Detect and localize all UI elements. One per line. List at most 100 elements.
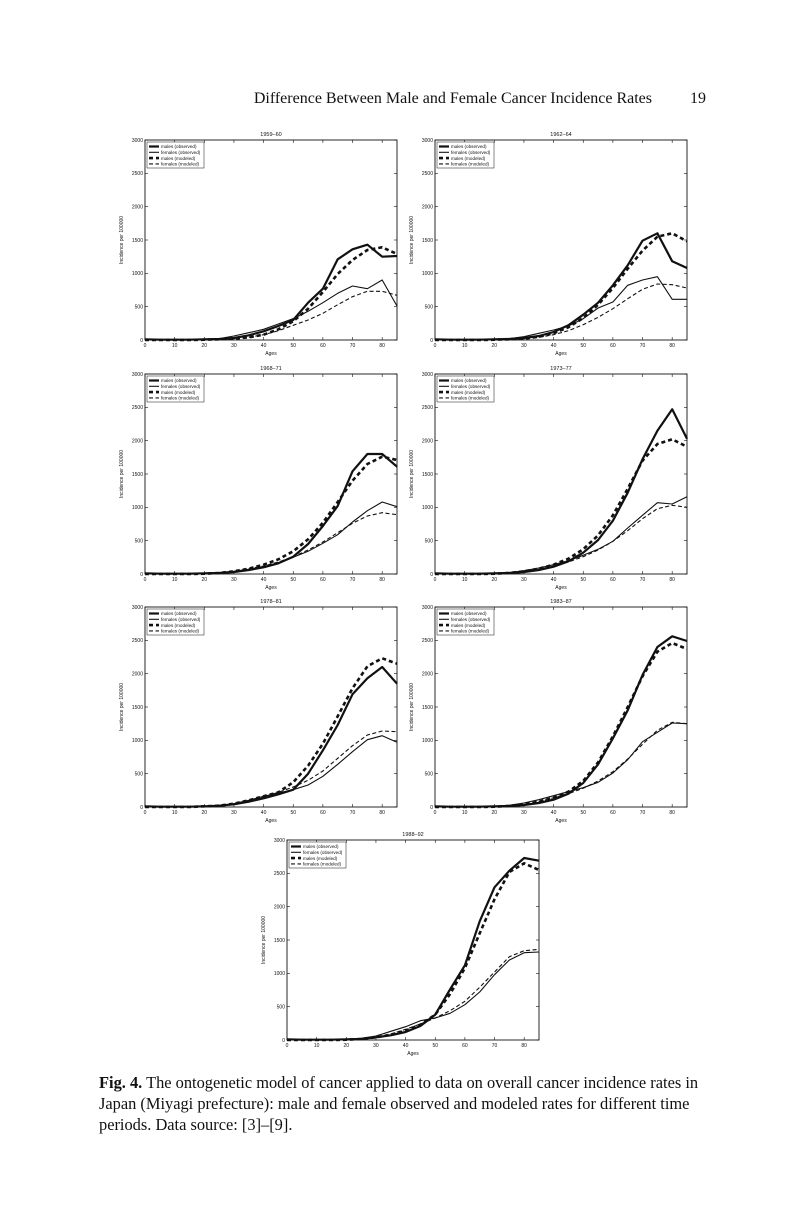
y-axis-label: Incidence per 100000 [261, 916, 267, 964]
legend-label: males (observed) [451, 144, 487, 149]
y-tick-label: 3000 [422, 605, 433, 611]
plot-frame [434, 139, 688, 341]
x-tick-label: 40 [551, 577, 557, 583]
chart-title: 1968–71 [260, 366, 281, 372]
y-tick-label: 2500 [274, 871, 285, 877]
y-tick-label: 0 [140, 338, 143, 344]
x-tick-label: 80 [379, 577, 385, 583]
chart-title: 1962–64 [550, 132, 571, 138]
y-tick-label: 1500 [132, 238, 143, 244]
chart-svg: 1973–77 0 500 1000 1500 2000 2500 3000 0 10 20 30 40… [409, 366, 688, 591]
y-axis-label: Incidence per 100000 [119, 450, 125, 498]
legend-label: males (observed) [161, 144, 197, 149]
x-tick-label: 0 [286, 1043, 289, 1049]
y-tick-label: 1000 [422, 738, 433, 744]
x-tick-label: 40 [403, 1043, 409, 1049]
x-tick-label: 0 [434, 810, 437, 816]
y-tick-label: 0 [430, 805, 433, 811]
x-tick-label: 50 [290, 810, 296, 816]
series-line-females-modeled [287, 948, 540, 1041]
x-tick-label: 60 [320, 343, 326, 349]
series-line-females-modeled [435, 504, 688, 575]
x-tick-label: 80 [669, 577, 675, 583]
y-tick-label: 1000 [422, 505, 433, 511]
y-tick-label: 2500 [422, 638, 433, 644]
x-tick-label: 50 [432, 1043, 438, 1049]
y-tick-label: 2000 [274, 904, 285, 910]
y-tick-label: 2500 [422, 171, 433, 177]
legend-label: males (modeled) [161, 623, 196, 628]
legend-label: males (observed) [161, 378, 197, 383]
plot-frame [286, 839, 540, 1041]
x-tick-label: 20 [344, 1043, 350, 1049]
x-tick-label: 10 [462, 810, 468, 816]
x-tick-label: 20 [492, 343, 498, 349]
x-tick-label: 50 [580, 810, 586, 816]
legend-label: females (observed) [161, 384, 201, 389]
y-tick-label: 2500 [132, 638, 143, 644]
series-line-males-modeled [435, 232, 688, 342]
y-tick-label: 500 [135, 304, 144, 310]
y-tick-label: 3000 [274, 838, 285, 844]
legend-label: females (observed) [161, 617, 201, 622]
x-tick-label: 60 [610, 810, 616, 816]
x-tick-label: 70 [640, 577, 646, 583]
y-tick-label: 2000 [422, 671, 433, 677]
series-line-males-modeled [287, 861, 540, 1042]
y-axis-label: Incidence per 100000 [409, 683, 415, 731]
legend-label: females (modeled) [161, 629, 200, 634]
chart-title: 1978–81 [260, 599, 281, 605]
y-tick-label: 2000 [132, 671, 143, 677]
legend: males (observed)females (observed)males … [146, 141, 205, 169]
chart-title: 1983–87 [550, 599, 571, 605]
y-tick-label: 2000 [422, 438, 433, 444]
legend-label: females (observed) [451, 617, 491, 622]
running-head: Difference Between Male and Female Cance… [0, 90, 706, 108]
y-tick-label: 0 [140, 805, 143, 811]
x-tick-label: 10 [172, 577, 178, 583]
x-axis-label: Ages [265, 585, 277, 591]
legend: males (observed)females (observed)males … [146, 375, 205, 403]
y-tick-label: 1500 [132, 705, 143, 711]
y-tick-label: 0 [140, 572, 143, 578]
x-axis-label: Ages [555, 818, 567, 824]
x-tick-label: 20 [492, 577, 498, 583]
legend-label: males (modeled) [451, 623, 486, 628]
legend-label: females (observed) [451, 384, 491, 389]
y-tick-label: 0 [430, 572, 433, 578]
plot-frame [434, 606, 688, 808]
series-line-males-observed [144, 665, 398, 808]
legend-label: males (modeled) [303, 856, 338, 861]
chart-svg: 1962–64 0 500 1000 1500 2000 2500 3000 0 10 20 30 40… [409, 132, 688, 357]
x-tick-label: 80 [379, 810, 385, 816]
legend: males (observed)females (observed)males … [436, 608, 495, 636]
y-tick-label: 2000 [132, 204, 143, 210]
chart-title: 1959–60 [260, 132, 281, 138]
legend: males (observed)females (observed)males … [288, 841, 347, 869]
chart-1959-60: 1959–60 0 500 1000 1500 2000 2500 3000 0 10 20 30 40… [110, 128, 408, 358]
chart-svg: 1988–92 0 500 1000 1500 2000 2500 3000 0 10 20 30 40… [261, 832, 540, 1057]
legend-label: females (observed) [303, 850, 343, 855]
chart-svg: 1968–71 0 500 1000 1500 2000 2500 3000 0 10 20 30 40… [119, 366, 398, 591]
series-line-males-modeled [435, 641, 688, 809]
x-tick-label: 0 [144, 343, 147, 349]
y-axis-label: Incidence per 100000 [409, 216, 415, 264]
x-tick-label: 20 [202, 577, 208, 583]
y-tick-label: 1500 [422, 705, 433, 711]
legend-label: males (observed) [451, 611, 487, 616]
y-tick-label: 2000 [422, 204, 433, 210]
legend-label: males (modeled) [161, 156, 196, 161]
series-line-females-modeled [145, 730, 398, 808]
chart-1968-71: 1968–71 0 500 1000 1500 2000 2500 3000 0 10 20 30 40… [110, 362, 408, 592]
y-tick-label: 1500 [422, 472, 433, 478]
legend: males (observed)females (observed)males … [436, 375, 495, 403]
x-tick-label: 80 [669, 810, 675, 816]
caption-label: Fig. 4. [99, 1073, 143, 1092]
legend-label: females (observed) [451, 150, 491, 155]
x-tick-label: 20 [202, 810, 208, 816]
chart-svg: 1978–81 0 500 1000 1500 2000 2500 3000 0 10 20 30 40… [119, 599, 398, 824]
y-axis-label: Incidence per 100000 [119, 683, 125, 731]
chart-1988-92: 1988–92 0 500 1000 1500 2000 2500 3000 0 10 20 30 40… [252, 828, 550, 1058]
x-tick-label: 60 [462, 1043, 468, 1049]
legend-label: males (observed) [161, 611, 197, 616]
